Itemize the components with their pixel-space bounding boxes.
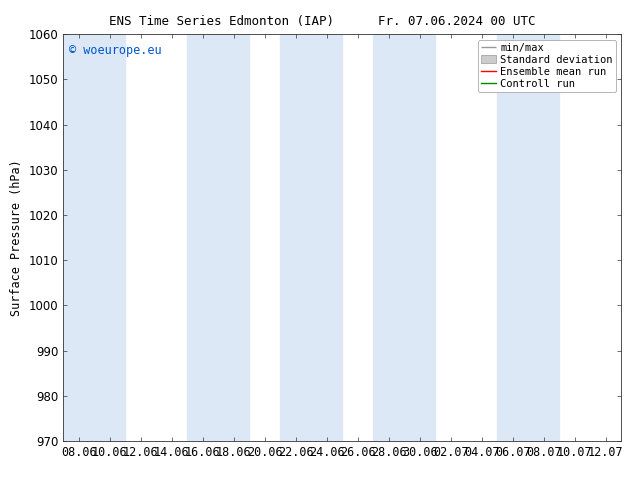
Bar bbox=[280, 34, 311, 441]
Bar bbox=[373, 34, 404, 441]
Bar bbox=[188, 34, 218, 441]
Bar bbox=[497, 34, 528, 441]
Text: Fr. 07.06.2024 00 UTC: Fr. 07.06.2024 00 UTC bbox=[378, 15, 535, 28]
Bar bbox=[528, 34, 559, 441]
Legend: min/max, Standard deviation, Ensemble mean run, Controll run: min/max, Standard deviation, Ensemble me… bbox=[477, 40, 616, 92]
Y-axis label: Surface Pressure (hPa): Surface Pressure (hPa) bbox=[10, 159, 23, 316]
Bar bbox=[218, 34, 249, 441]
Bar bbox=[63, 34, 94, 441]
Bar bbox=[94, 34, 126, 441]
Bar bbox=[311, 34, 342, 441]
Text: ENS Time Series Edmonton (IAP): ENS Time Series Edmonton (IAP) bbox=[110, 15, 334, 28]
Text: © woeurope.eu: © woeurope.eu bbox=[69, 45, 162, 57]
Bar bbox=[404, 34, 436, 441]
